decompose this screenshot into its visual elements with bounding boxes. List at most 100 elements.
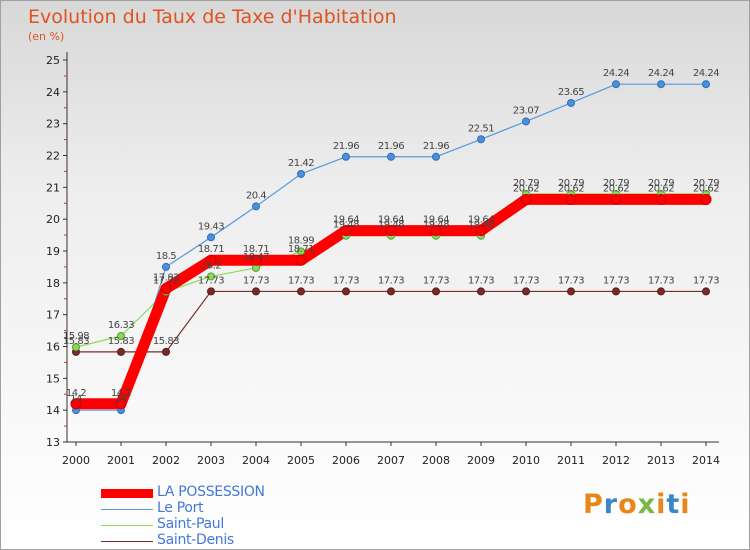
data-label: 19.64 <box>378 215 404 226</box>
data-label: 24.24 <box>648 68 674 79</box>
x-tick-label: 2005 <box>287 454 315 467</box>
y-tick-label: 14 <box>46 404 60 417</box>
x-tick-label: 2002 <box>152 454 180 467</box>
data-label: 18.2 <box>201 260 221 271</box>
data-point <box>162 262 170 271</box>
data-point <box>297 287 305 296</box>
data-point <box>520 193 532 205</box>
data-label: 20.4 <box>246 190 266 201</box>
chart-legend: LA POSSESSION Le Port Saint-Paul Saint-Deni… <box>101 484 341 549</box>
y-tick-label: 18 <box>46 277 60 290</box>
data-label: 18.71 <box>198 244 224 255</box>
x-tick-label: 2004 <box>242 454 270 467</box>
y-tick-label: 25 <box>46 54 60 67</box>
data-label: 24.24 <box>693 68 719 79</box>
data-label: 14.2 <box>111 388 131 399</box>
data-label: 18.99 <box>288 235 314 246</box>
data-point <box>702 80 710 89</box>
data-label: 19.48 <box>333 220 359 231</box>
data-label: 17.73 <box>423 275 449 286</box>
data-point <box>522 117 530 126</box>
data-point <box>117 347 125 356</box>
data-label: 20.62 <box>558 183 584 194</box>
data-point <box>567 98 575 107</box>
data-label: 19.43 <box>198 221 224 232</box>
data-point <box>252 287 260 296</box>
data-label: 15.83 <box>63 336 89 347</box>
data-point <box>342 287 350 296</box>
series-line-1 <box>75 83 707 411</box>
data-label: 20.79 <box>648 178 674 189</box>
data-label: 16.33 <box>108 320 134 331</box>
y-tick-label: 15 <box>46 372 60 385</box>
data-label: 24.24 <box>603 68 629 79</box>
data-label: 21.96 <box>378 141 404 152</box>
legend-swatch <box>101 508 153 510</box>
data-point <box>207 272 215 281</box>
data-label: 18.71 <box>288 244 314 255</box>
data-label: 23.65 <box>558 87 584 98</box>
x-tick-label: 2013 <box>647 454 675 467</box>
legend-swatch <box>101 524 153 526</box>
data-point <box>205 254 217 266</box>
data-label: 19.64 <box>333 215 359 226</box>
data-label: 18.47 <box>243 252 269 263</box>
x-tick-label: 2003 <box>197 454 225 467</box>
data-label: 23.07 <box>513 105 539 116</box>
y-tick-label: 22 <box>46 150 60 163</box>
data-point <box>385 225 397 237</box>
data-label: 18.71 <box>243 244 269 255</box>
data-point <box>655 193 667 205</box>
data-point <box>612 80 620 89</box>
data-label: 17.73 <box>378 275 404 286</box>
data-point <box>475 225 487 237</box>
data-label: 14 <box>115 394 127 405</box>
data-label: 17.73 <box>648 275 674 286</box>
data-point <box>387 152 395 161</box>
data-point <box>477 135 485 144</box>
data-point <box>207 233 215 242</box>
data-label: 20.62 <box>513 183 539 194</box>
data-point <box>117 331 125 340</box>
x-tick-label: 2001 <box>107 454 135 467</box>
data-label: 17.73 <box>558 275 584 286</box>
data-point <box>162 347 170 356</box>
data-label: 21.42 <box>288 158 314 169</box>
data-label: 20.79 <box>558 178 584 189</box>
data-label: 20.79 <box>693 178 719 189</box>
data-point <box>72 343 80 352</box>
data-label: 17.73 <box>288 275 314 286</box>
data-point <box>565 193 577 205</box>
data-label: 19.48 <box>468 220 494 231</box>
x-tick-label: 2009 <box>467 454 495 467</box>
y-tick-label: 17 <box>46 309 60 322</box>
data-label: 20.62 <box>603 183 629 194</box>
data-point <box>207 287 215 296</box>
y-tick-label: 20 <box>46 213 60 226</box>
data-point <box>115 398 127 410</box>
data-label: 20.62 <box>648 183 674 194</box>
legend-item: Le Port <box>101 500 341 517</box>
data-label: 17.82 <box>153 273 179 284</box>
chart-title: Evolution du Taux de Taxe d'Habitation <box>28 6 397 28</box>
data-label: 17.73 <box>468 275 494 286</box>
data-label: 19.48 <box>378 220 404 231</box>
data-label: 17.73 <box>603 275 629 286</box>
y-tick-label: 19 <box>46 245 60 258</box>
data-point <box>522 287 530 296</box>
data-label: 15.98 <box>63 331 89 342</box>
data-point <box>477 287 485 296</box>
data-point <box>295 254 307 266</box>
legend-swatch <box>101 540 153 542</box>
legend-label: Saint-Denis <box>157 532 234 548</box>
data-label: 20.62 <box>693 183 719 194</box>
data-label: 14.2 <box>66 388 86 399</box>
data-point <box>387 287 395 296</box>
x-tick-label: 2000 <box>62 454 90 467</box>
data-label: 19.64 <box>468 215 494 226</box>
x-tick-label: 2006 <box>332 454 360 467</box>
legend-item: Saint-Paul <box>101 516 341 533</box>
data-label: 17.73 <box>513 275 539 286</box>
